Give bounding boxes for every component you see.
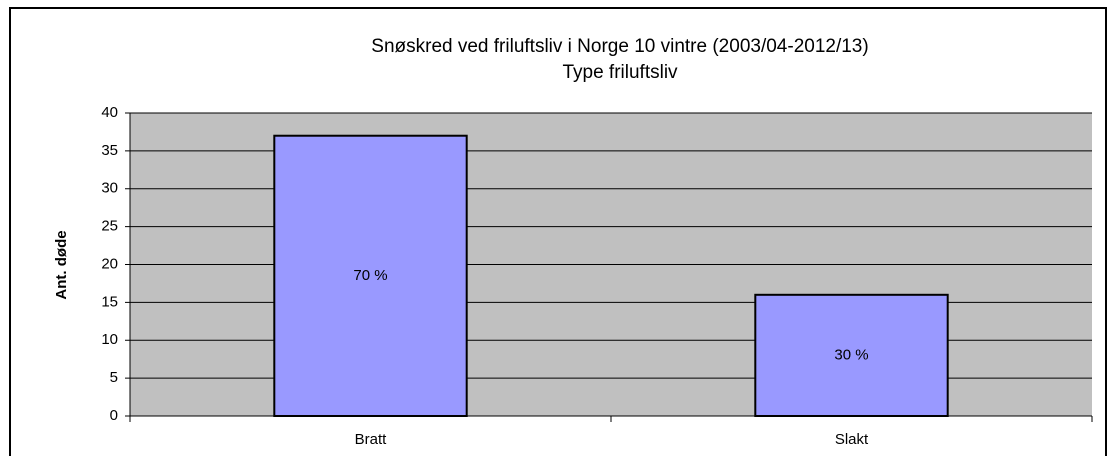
y-tick-label: 20 [101,255,118,272]
y-tick-label: 10 [101,331,118,348]
chart-title: Snøskred ved friluftsliv i Norge 10 vint… [371,36,868,57]
bar-annotation: 70 % [353,267,387,284]
bar-annotation: 30 % [834,346,868,363]
frame [9,7,1107,456]
y-tick-label: 15 [101,293,118,310]
y-tick-label: 5 [110,369,118,386]
y-tick-label: 25 [101,218,118,235]
y-tick-label: 35 [101,142,118,159]
y-tick-label: 0 [110,407,118,424]
y-tick-label: 40 [101,104,118,121]
y-axis-label: Ant. døde [53,230,70,299]
y-tick-label: 30 [101,180,118,197]
x-tick-label: Slakt [835,431,869,448]
bar [754,293,949,417]
chart-subtitle: Type friluftsliv [562,62,678,83]
x-tick-label: Bratt [355,431,388,448]
bar [273,134,468,417]
